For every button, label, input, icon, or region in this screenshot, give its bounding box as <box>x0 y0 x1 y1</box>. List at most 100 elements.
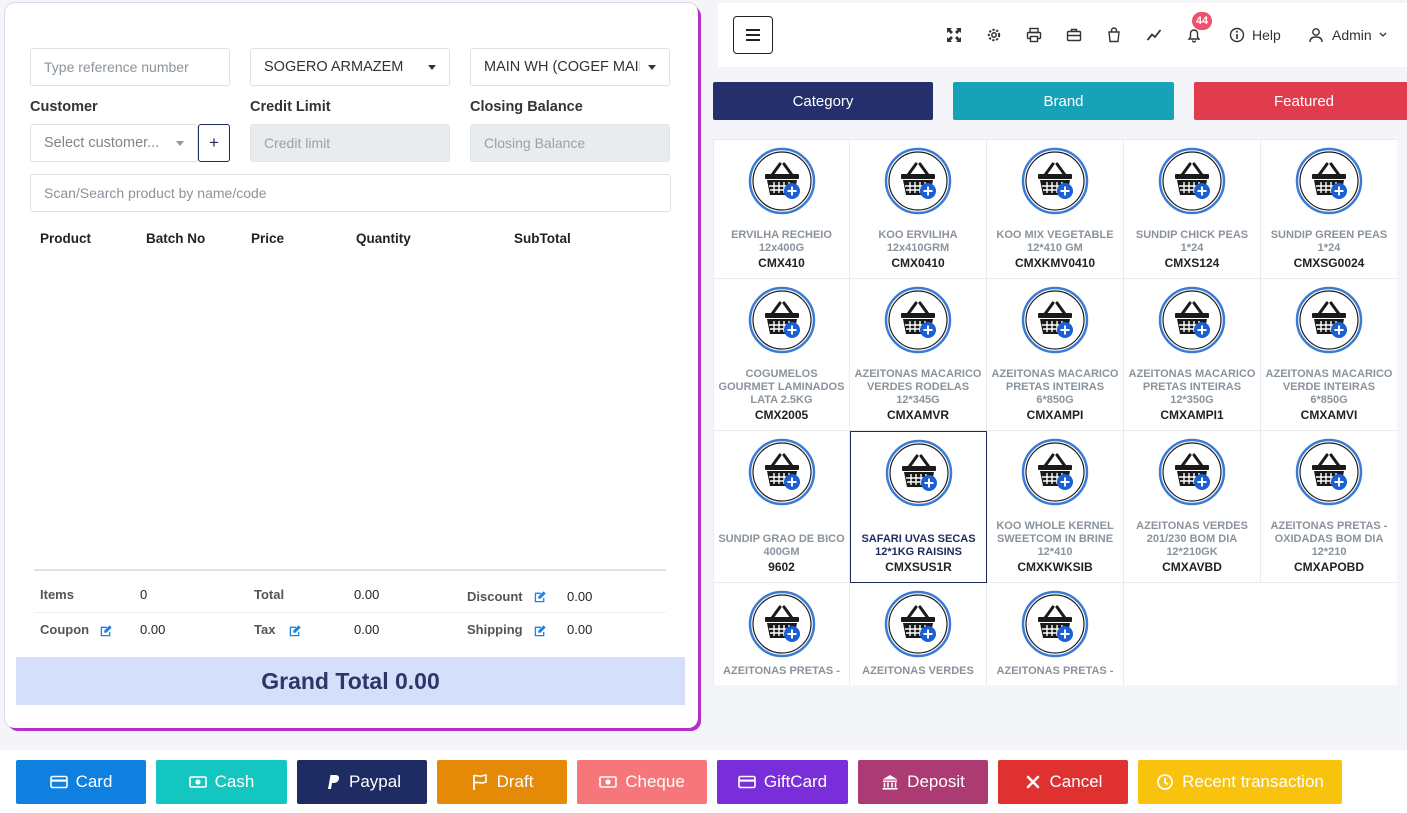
product-card[interactable]: AZEITONAS VERDES <box>850 583 987 685</box>
credit-limit-input <box>264 135 436 151</box>
menu-toggle-button[interactable] <box>733 16 773 54</box>
cash-button[interactable]: Cash <box>156 760 287 804</box>
product-card[interactable]: SUNDIP GRAO DE BICO 400GM 9602 <box>714 431 850 583</box>
edit-coupon-icon[interactable] <box>99 624 113 638</box>
product-card[interactable]: COGUMELOS GOURMET LAMINADOS LATA 2.5KG CM… <box>714 279 850 431</box>
discount-value: 0.00 <box>567 589 593 604</box>
basket-add-icon <box>884 286 952 354</box>
credit-limit-label: Credit Limit <box>250 99 331 115</box>
product-name: KOO MIX VEGETABLE 12*410 GM <box>996 229 1114 254</box>
chevron-down-icon <box>428 64 436 70</box>
product-label: AZEITONAS VERDES <box>852 665 984 678</box>
product-card[interactable]: SAFARI UVAS SECAS 12*1KG RAISINS CMXSUS1R <box>850 431 987 583</box>
product-code: CMX2005 <box>754 408 809 422</box>
cheque-button[interactable]: Cheque <box>577 760 707 804</box>
tax-label: Tax <box>254 622 276 637</box>
product-name: AZEITONAS PRETAS - <box>723 665 840 677</box>
product-code: CMXAMVR <box>887 408 949 422</box>
giftcard-button[interactable]: GiftCard <box>717 760 848 804</box>
bell-icon[interactable] <box>1186 27 1202 43</box>
product-code: CMXSUS1R <box>885 560 952 574</box>
basket-add-icon <box>1021 147 1089 215</box>
product-card[interactable]: SUNDIP CHICK PEAS 1*24 CMXS124 <box>1124 140 1261 279</box>
shopping-bag-icon[interactable] <box>1106 27 1122 43</box>
basket-add-icon <box>748 438 816 506</box>
gear-icon[interactable] <box>986 27 1002 43</box>
basket-add-icon <box>884 590 952 658</box>
briefcase-icon[interactable] <box>1066 27 1082 43</box>
coupon-label: Coupon <box>40 622 90 637</box>
trend-chart-icon[interactable] <box>1146 27 1162 43</box>
warehouse-from-select[interactable]: SOGERO ARMAZEM <box>250 48 450 86</box>
product-card[interactable]: AZEITONAS PRETAS - <box>714 583 850 685</box>
user-menu[interactable]: Admin <box>1332 27 1372 43</box>
product-card[interactable]: AZEITONAS MACARICO VERDE INTEIRAS 6*850G… <box>1261 279 1397 431</box>
basket-add-icon <box>1158 147 1226 215</box>
product-name: AZEITONAS VERDES 201/230 BOM DIA 12*210G… <box>1136 520 1248 558</box>
basket-add-icon <box>1021 590 1089 658</box>
add-customer-button[interactable]: + <box>198 124 230 162</box>
tab-category[interactable]: Category <box>713 82 933 120</box>
product-name: SUNDIP GREEN PEAS 1*24 <box>1270 229 1388 254</box>
product-card[interactable]: AZEITONAS VERDES 201/230 BOM DIA 12*210G… <box>1124 431 1261 583</box>
recent-transaction-button[interactable]: Recent transaction <box>1138 760 1342 804</box>
items-label: Items <box>40 587 74 602</box>
pos-cart-panel: SOGERO ARMAZEM MAIN WH (COGEF MAIN Custo… <box>5 3 698 728</box>
product-search-wrap[interactable] <box>30 174 671 212</box>
product-search-input[interactable] <box>44 185 657 201</box>
draft-button[interactable]: Draft <box>437 760 567 804</box>
customer-select[interactable]: Select customer... <box>30 124 198 162</box>
warehouse-to-select[interactable]: MAIN WH (COGEF MAIN <box>470 48 670 86</box>
edit-discount-icon[interactable] <box>533 590 547 604</box>
discount-label: Discount <box>467 589 523 604</box>
coupon-value: 0.00 <box>140 622 166 637</box>
tax-value: 0.00 <box>354 622 380 637</box>
tab-featured[interactable]: Featured <box>1194 82 1407 120</box>
basket-add-icon <box>1295 147 1363 215</box>
product-code: CMXKMV0410 <box>1014 256 1096 270</box>
help-link[interactable]: Help <box>1252 27 1281 43</box>
product-code: CMXAMPI1 <box>1160 408 1224 422</box>
shipping-value: 0.00 <box>567 622 593 637</box>
product-card[interactable]: ERVILHA RECHEIO 12x400G CMX410 <box>714 140 850 279</box>
product-card[interactable]: AZEITONAS MACARICO PRETAS INTEIRAS 12*35… <box>1124 279 1261 431</box>
product-card[interactable]: AZEITONAS PRETAS - <box>987 583 1124 685</box>
edit-shipping-icon[interactable] <box>533 624 547 638</box>
product-card[interactable]: KOO ERVILIHA 12x410GRM CMX0410 <box>850 140 987 279</box>
flag-icon <box>471 773 489 791</box>
product-name: SUNDIP GRAO DE BICO 400GM <box>718 533 845 558</box>
fullscreen-icon[interactable] <box>946 27 962 43</box>
product-card[interactable]: KOO WHOLE KERNEL SWEETCOM IN BRINE 12*41… <box>987 431 1124 583</box>
info-icon[interactable] <box>1229 27 1245 43</box>
printer-icon[interactable] <box>1026 27 1042 43</box>
paypal-button[interactable]: Paypal <box>297 760 427 804</box>
product-name: AZEITONAS MACARICO PRETAS INTEIRAS 12*35… <box>1128 368 1256 406</box>
product-label: AZEITONAS MACARICO PRETAS INTEIRAS 12*35… <box>1126 368 1258 423</box>
warehouse-from-value: SOGERO ARMAZEM <box>264 59 404 75</box>
product-card[interactable]: KOO MIX VEGETABLE 12*410 GM CMXKMV0410 <box>987 140 1124 279</box>
total-label: Total <box>254 587 285 602</box>
edit-tax-icon[interactable] <box>288 624 302 638</box>
product-code: CMXSG0024 <box>1293 256 1365 270</box>
product-card[interactable]: AZEITONAS PRETAS - OXIDADAS BOM DIA 12*2… <box>1261 431 1397 583</box>
product-label: AZEITONAS VERDES 201/230 BOM DIA 12*210G… <box>1126 520 1258 575</box>
cancel-button[interactable]: Cancel <box>998 760 1128 804</box>
payment-label: Cash <box>214 772 255 791</box>
product-card[interactable]: AZEITONAS MACARICO PRETAS INTEIRAS 6*850… <box>987 279 1124 431</box>
customer-label: Customer <box>30 99 98 115</box>
product-name: AZEITONAS PRETAS - OXIDADAS BOM DIA 12*2… <box>1270 520 1388 558</box>
product-label: AZEITONAS MACARICO PRETAS INTEIRAS 6*850… <box>989 368 1121 423</box>
reference-input[interactable] <box>44 59 216 75</box>
payment-label: GiftCard <box>763 772 828 791</box>
deposit-button[interactable]: Deposit <box>858 760 988 804</box>
product-card[interactable]: AZEITONAS MACARICO VERDES RODELAS 12*345… <box>850 279 987 431</box>
product-label: AZEITONAS MACARICO VERDE INTEIRAS 6*850G… <box>1263 368 1395 423</box>
product-name: AZEITONAS VERDES <box>862 665 974 677</box>
product-name: AZEITONAS MACARICO VERDES RODELAS 12*345… <box>854 368 982 406</box>
product-card[interactable]: SUNDIP GREEN PEAS 1*24 CMXSG0024 <box>1261 140 1397 279</box>
product-label: KOO WHOLE KERNEL SWEETCOM IN BRINE 12*41… <box>989 520 1121 575</box>
grand-total: Grand Total 0.00 <box>16 657 685 705</box>
tab-brand[interactable]: Brand <box>953 82 1174 120</box>
card-button[interactable]: Card <box>16 760 146 804</box>
reference-input-wrap[interactable] <box>30 48 230 86</box>
